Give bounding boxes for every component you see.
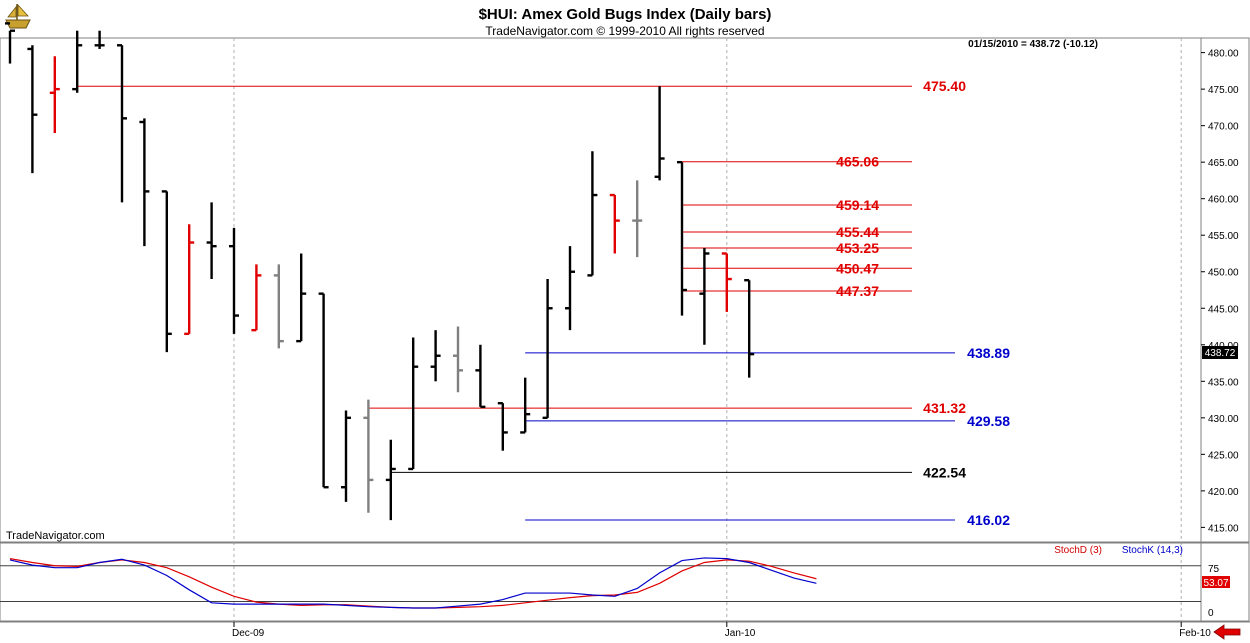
price-tick-label: 445.00 <box>1208 304 1239 315</box>
price-level-label: 475.40 <box>923 78 966 94</box>
stoch-series-line <box>9 557 817 609</box>
stoch-value-tag: 53.07 <box>1203 578 1228 589</box>
price-tick-label: 465.00 <box>1208 158 1239 169</box>
ohlc-bar <box>206 202 217 280</box>
price-axis-frame <box>1200 37 1250 543</box>
ohlc-bar <box>408 337 419 471</box>
ohlc-bar <box>565 246 575 331</box>
ohlc-bar <box>273 264 284 349</box>
ohlc-bar <box>296 253 307 343</box>
ohlc-bar <box>497 402 508 451</box>
price-axis-ticks: 415.00420.00425.00430.00435.00440.00445.… <box>1201 49 1239 534</box>
sailing-ship-icon <box>5 3 31 29</box>
ohlc-bar <box>520 377 531 434</box>
ohlc-bar <box>654 86 665 181</box>
ohlc-bar <box>475 344 486 409</box>
price-level-label: 447.37 <box>836 283 879 299</box>
chart-title: $HUI: Amex Gold Bugs Index (Daily bars) <box>479 6 772 23</box>
ohlc-bar <box>430 330 441 382</box>
time-tick-label: Jan-10 <box>725 628 756 639</box>
price-axis: 415.00420.00425.00430.00435.00440.00445.… <box>1200 37 1250 543</box>
ohlc-bar <box>161 190 172 353</box>
watermark: TradeNavigator.com <box>6 530 105 542</box>
time-tick-label: Feb-10 <box>1179 628 1211 639</box>
price-tick-label: 415.00 <box>1208 523 1239 534</box>
ohlc-bar <box>318 292 329 489</box>
ohlc-bar <box>341 410 351 502</box>
stoch-tick-0: 0 <box>1208 608 1214 619</box>
ohlc-bar <box>94 30 105 49</box>
last-price-tag-box <box>1202 346 1238 359</box>
ohlc-bars <box>5 22 755 521</box>
price-tick-label: 450.00 <box>1208 268 1239 279</box>
quote-readout: 01/15/2010 = 438.72 (-10.12) <box>968 39 1098 50</box>
price-tick-label: 435.00 <box>1208 377 1239 388</box>
price-tick-label: 480.00 <box>1208 49 1239 60</box>
ohlc-bar <box>453 326 463 393</box>
time-tick-label: Dec-09 <box>232 628 265 639</box>
month-gridlines <box>233 38 1182 621</box>
time-axis-labels: Dec-09 Jan-10 Feb-10 <box>232 622 1211 639</box>
ohlc-bar <box>542 279 553 420</box>
ohlc-bar <box>27 45 38 174</box>
logo <box>5 3 31 29</box>
left-arrow-icon[interactable] <box>1213 624 1241 640</box>
last-price-tag: 438.72 <box>1205 348 1236 359</box>
ohlc-bar <box>117 44 127 203</box>
price-tick-label: 475.00 <box>1208 85 1239 96</box>
chart-subtitle: TradeNavigator.com © 1999-2010 All right… <box>485 24 764 38</box>
stoch-value-tag-box <box>1202 576 1230 588</box>
ohlc-bar <box>229 227 239 334</box>
ohlc-bar <box>184 224 195 336</box>
time-axis: Dec-09 Jan-10 Feb-10 <box>0 621 1250 640</box>
price-level-label: 459.14 <box>836 197 879 213</box>
ohlc-bar <box>72 30 83 93</box>
price-tick-label: 455.00 <box>1208 231 1239 242</box>
price-level-label: 431.32 <box>923 400 966 416</box>
legend-stochd: StochD (3) <box>1054 545 1102 556</box>
price-level-label: 465.06 <box>836 154 879 170</box>
ohlc-bar <box>609 193 620 254</box>
price-tick-label: 420.00 <box>1208 487 1239 498</box>
price-level-label: 455.44 <box>836 224 879 240</box>
price-tick-label: 430.00 <box>1208 414 1239 425</box>
price-level-label: 450.47 <box>836 260 879 276</box>
ohlc-bar <box>744 279 755 378</box>
ohlc-bar <box>363 399 374 513</box>
ohlc-bar <box>5 22 15 64</box>
ohlc-bar <box>721 252 732 312</box>
price-tick-label: 425.00 <box>1208 450 1239 461</box>
stochastic-lines <box>0 557 1201 609</box>
legend-stochk: StochK (14,3) <box>1122 545 1183 556</box>
ohlc-bar <box>139 118 150 247</box>
ohlc-bar <box>385 439 396 521</box>
stoch-tick-75: 75 <box>1208 564 1220 575</box>
ohlc-bar <box>49 56 60 133</box>
ohlc-bar <box>677 160 687 316</box>
stochastic-pane: StochD (3) StochK (14,3) 75 0 53.07 <box>0 542 1250 622</box>
ohlc-bar <box>632 180 643 258</box>
price-tick-label: 460.00 <box>1208 195 1239 206</box>
price-level-label: 438.89 <box>967 345 1010 361</box>
price-level-label: 416.02 <box>967 512 1010 528</box>
price-level-label: 453.25 <box>836 240 879 256</box>
ohlc-bar <box>699 248 710 345</box>
ohlc-bar <box>587 151 598 277</box>
price-tick-label: 470.00 <box>1208 122 1239 133</box>
price-level-label: 422.54 <box>923 464 966 480</box>
ohlc-bar <box>251 264 262 332</box>
price-level-label: 429.58 <box>967 413 1010 429</box>
